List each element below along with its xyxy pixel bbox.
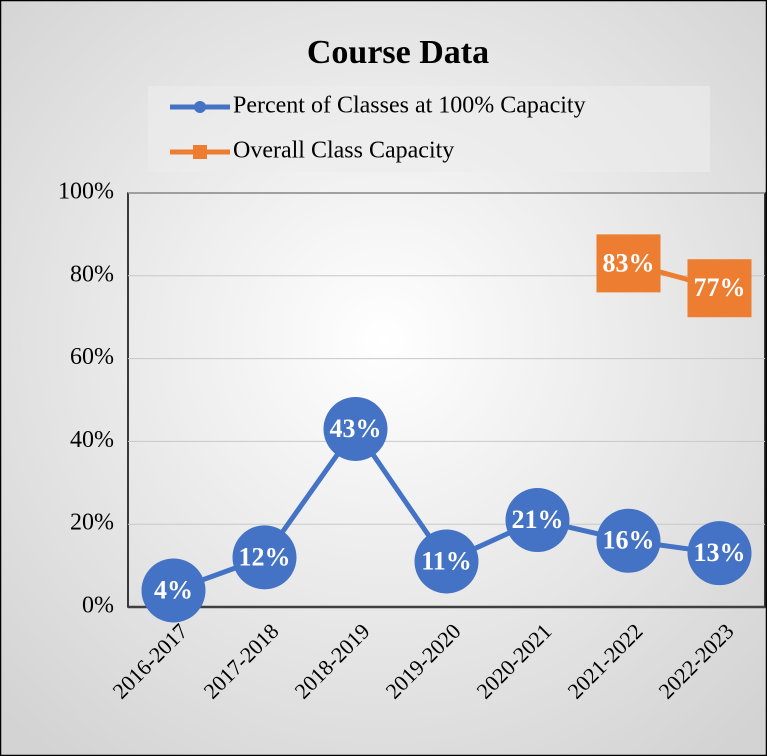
y-tick-label: 100% (58, 179, 114, 205)
legend-box (148, 86, 710, 172)
data-point (596, 234, 661, 293)
y-tick-label: 0% (82, 593, 114, 619)
data-label: 4% (154, 575, 193, 604)
data-label: 12% (239, 542, 291, 571)
data-point (505, 488, 570, 553)
data-label: 11% (421, 546, 472, 575)
data-point (596, 508, 661, 573)
data-label: 77% (694, 273, 746, 302)
y-tick-label: 80% (70, 261, 114, 287)
y-tick-label: 40% (70, 427, 114, 453)
y-tick-label: 60% (70, 344, 114, 370)
legend-label: Percent of Classes at 100% Capacity (233, 93, 586, 119)
legend-label: Overall Class Capacity (233, 138, 454, 164)
data-point (232, 525, 297, 590)
data-point (323, 396, 388, 461)
data-point (687, 521, 752, 586)
data-label: 13% (694, 538, 746, 567)
data-point (141, 558, 206, 623)
data-label: 16% (603, 526, 655, 555)
legend-marker (194, 101, 206, 113)
data-label: 43% (330, 414, 382, 443)
data-point (687, 259, 752, 318)
legend-marker (193, 145, 207, 159)
data-point (414, 529, 479, 594)
y-tick-label: 20% (70, 510, 114, 536)
chart-title: Course Data (307, 34, 489, 71)
data-label: 83% (603, 248, 655, 277)
data-label: 21% (512, 505, 564, 534)
